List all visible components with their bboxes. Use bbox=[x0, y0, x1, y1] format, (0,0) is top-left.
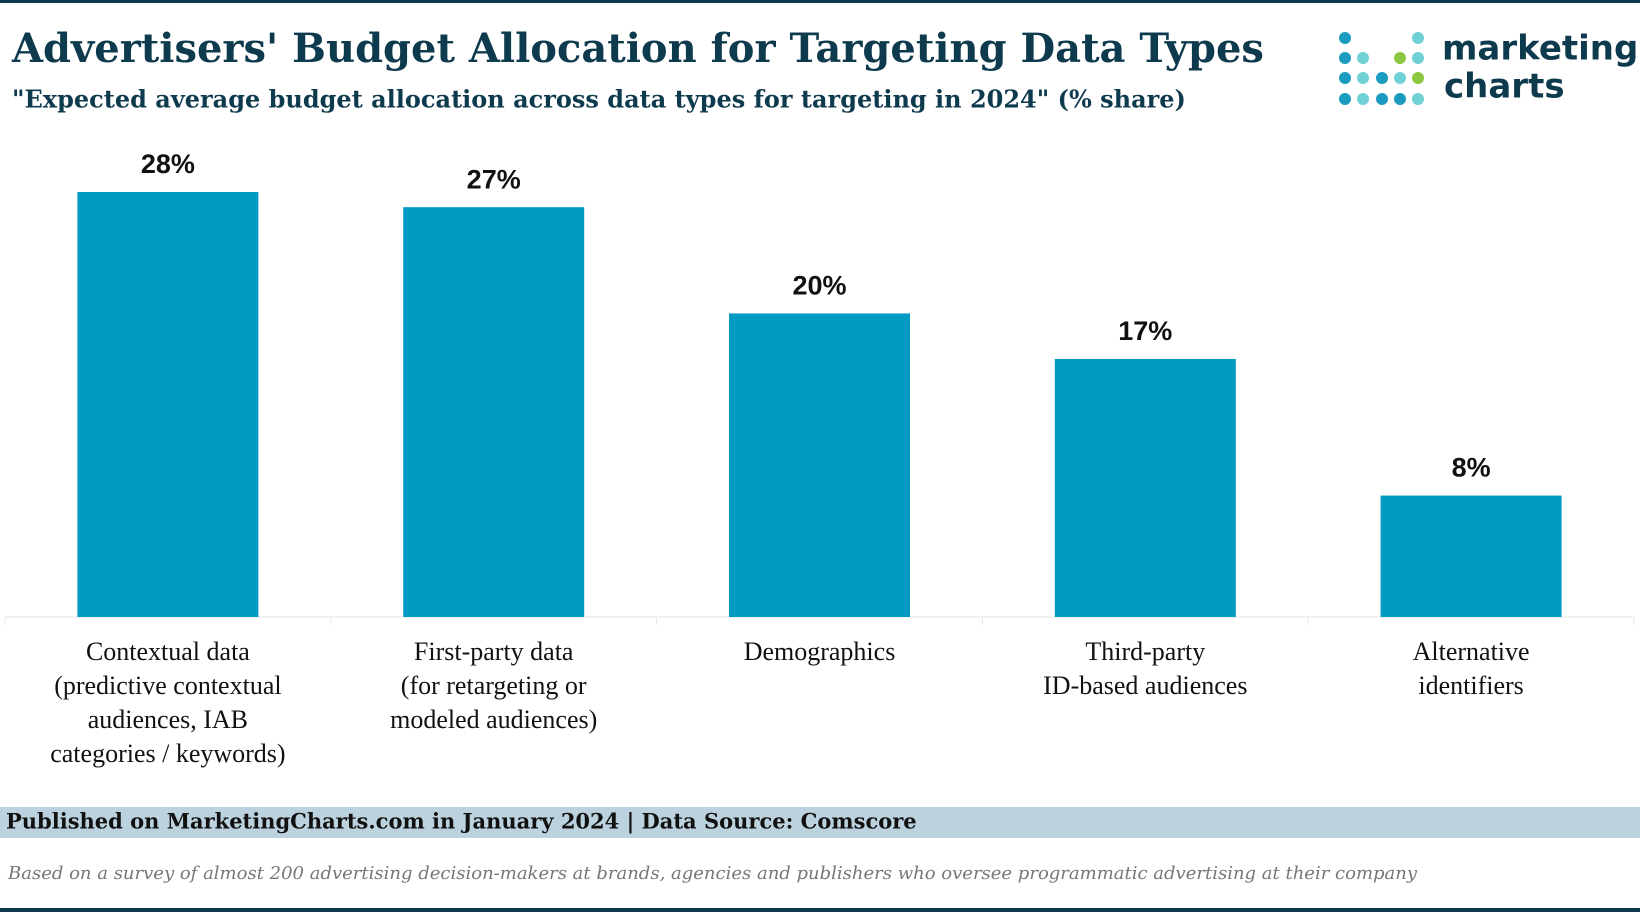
x-tick-label: Contextual data bbox=[86, 637, 250, 666]
value-label: 8% bbox=[1452, 453, 1491, 483]
bar bbox=[77, 192, 259, 617]
bar bbox=[403, 207, 585, 617]
x-tick-label: Alternative bbox=[1413, 637, 1530, 666]
value-label: 17% bbox=[1118, 316, 1172, 346]
x-tick-label: (predictive contextual bbox=[54, 671, 281, 700]
value-label: 20% bbox=[792, 271, 846, 301]
bar bbox=[1380, 495, 1562, 617]
x-tick-label: modeled audiences) bbox=[390, 705, 597, 734]
x-tick-label: First-party data bbox=[414, 637, 574, 666]
bottom-border bbox=[0, 908, 1640, 912]
chart-subtitle: "Expected average budget allocation acro… bbox=[12, 85, 1186, 114]
source-band bbox=[0, 807, 1640, 838]
x-tick-label: identifiers bbox=[1418, 671, 1523, 700]
value-label: 27% bbox=[467, 164, 521, 194]
x-tick-label: audiences, IAB bbox=[88, 705, 248, 734]
logo-dots bbox=[1339, 32, 1424, 105]
x-tick-label: categories / keywords) bbox=[50, 739, 285, 768]
logo-text: marketing bbox=[1442, 29, 1638, 69]
top-border bbox=[0, 0, 1640, 3]
source: Published on MarketingCharts.com in Janu… bbox=[6, 809, 917, 834]
x-tick-label: Third-party bbox=[1085, 637, 1205, 666]
x-tick-label: ID-based audiences bbox=[1043, 671, 1247, 700]
note: Based on a survey of almost 200 advertis… bbox=[7, 863, 1418, 884]
chart-title: Advertisers' Budget Allocation for Targe… bbox=[11, 25, 1264, 72]
x-tick-label: Demographics bbox=[744, 637, 896, 666]
logo-text: charts bbox=[1444, 67, 1565, 107]
x-tick-label: (for retargeting or bbox=[401, 671, 587, 700]
bar bbox=[729, 313, 910, 617]
value-label: 28% bbox=[141, 149, 195, 179]
bar bbox=[1054, 358, 1236, 617]
